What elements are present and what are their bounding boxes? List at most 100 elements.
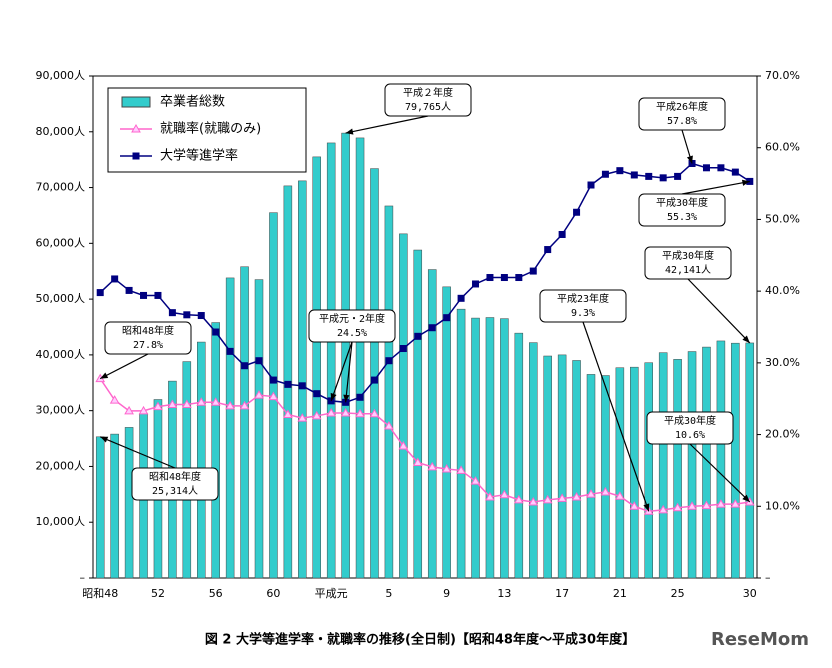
annotation-text: 57.8% [667,116,697,127]
bar [557,354,567,579]
bar [543,355,552,579]
marker-triangle [672,502,683,512]
annotation-arrowhead [345,128,354,135]
bar [211,322,220,579]
marker-square [96,289,104,297]
bar [124,427,134,579]
marker-triangle [210,397,221,406]
x-tick-label: 25 [671,587,685,600]
marker-square [183,311,191,319]
legend-marker [132,152,140,160]
bar [673,359,682,579]
y2-tick-label: 10.0% [765,499,800,512]
marker-square [587,181,595,189]
annotation-arrowhead [100,436,109,443]
bar [601,375,610,579]
bar [644,362,653,579]
y2-tick-label: 20.0% [765,428,800,441]
marker-triangle [716,499,726,508]
annotation-box [384,83,472,117]
chart-title: 図 2 大学等進学率・就職率の推移(全日制)【昭和48年度～平成30年度】 [205,632,635,648]
annotation-text: 55.3% [667,212,697,223]
marker-triangle [369,408,380,418]
line [99,378,750,513]
bar [500,318,509,579]
annotation-arrow [345,341,353,403]
marker-square [630,171,638,179]
bar [529,342,538,579]
annotation-arrowhead [686,155,693,164]
y2-tick-label: – [765,571,771,584]
marker-triangle [384,420,394,430]
marker-square [197,312,205,320]
marker-square [125,286,133,294]
bar [312,156,321,579]
marker-square [298,382,306,390]
logo: ReseMom [711,629,809,650]
marker-square [241,362,249,370]
x-tick-label: 30 [743,587,757,600]
bar [687,351,697,579]
annotation-text: 10.6% [675,430,705,441]
x-tick-label: 5 [385,587,392,600]
marker-triangle [600,486,611,496]
annotation-arrow [687,278,751,344]
bar [630,366,639,579]
y-tick-label: – [80,571,86,584]
marker-square [212,328,220,336]
marker-triangle [499,489,510,499]
annotation-box [646,411,734,445]
marker-triangle [283,409,293,418]
marker-square [529,267,537,275]
bar [572,360,581,579]
annotation-text: 平成30年度 [662,249,714,262]
marker-square [659,174,667,182]
marker-square [472,280,480,288]
annotation-arrowhead [742,335,750,343]
annotation-text: 平成23年度 [557,292,609,305]
marker-triangle [730,499,741,508]
marker-square [558,230,566,238]
marker-triangle [658,504,669,514]
annotation-box [638,97,726,131]
annotation-box [131,467,219,501]
marker-triangle [138,405,149,415]
marker-triangle [239,400,250,410]
bar [615,367,625,579]
legend-label: 大学等進学率 [160,148,238,164]
x-tick-label: 9 [443,587,450,600]
bar [731,342,740,579]
annotation-arrowhead [742,494,750,502]
bar [702,346,711,579]
x-tick-label: 17 [555,587,569,600]
bar [240,266,249,579]
bar [427,269,437,579]
bar [745,342,755,579]
annotation-arrow [330,341,353,402]
y-tick-label: 30,000人 [36,404,86,417]
bar [110,433,119,579]
annotation-text: 9.3% [571,308,595,319]
marker-triangle [571,491,582,501]
marker-triangle [124,405,134,415]
bar [413,249,423,579]
bar [514,332,524,579]
marker-triangle [167,399,178,408]
legend-swatch [121,96,151,108]
annotation-text: 平成２年度 [403,86,453,99]
annotation-arrowhead [643,503,650,512]
bar [341,132,350,579]
marker-square [717,164,725,172]
marker-triangle [701,500,712,510]
marker-square [313,390,321,398]
annotation-text: 昭和48年度 [122,324,174,337]
legend-marker [131,123,141,133]
x-tick-label: 昭和48 [82,587,118,600]
marker-triangle [412,457,423,467]
legend-label: 就職率(就職のみ) [160,121,261,137]
marker-square [601,170,609,178]
bar [225,277,235,579]
marker-square [544,246,552,254]
